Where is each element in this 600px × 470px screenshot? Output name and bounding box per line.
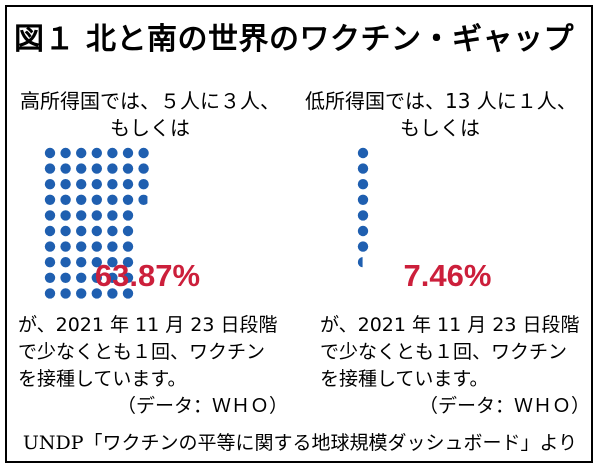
waffle-dot <box>44 288 56 299</box>
figure-footer-source: UNDP「ワクチンの平等に関する地球規模ダッシュボード」より <box>22 432 578 454</box>
waffle-dot <box>107 194 118 205</box>
waffle-dot <box>60 241 71 252</box>
waffle-dot <box>91 179 103 190</box>
waffle-dot <box>60 147 71 159</box>
heading-line-1: 高所得国では、５人に３人、 <box>20 89 280 113</box>
waffle-dot <box>107 163 118 174</box>
waffle-dot <box>76 147 87 159</box>
waffle-dot <box>107 241 118 252</box>
waffle-dot <box>91 163 103 174</box>
waffle-dot <box>122 194 134 205</box>
waffle-dot <box>122 179 134 190</box>
waffle-dot <box>91 194 103 205</box>
waffle-dot <box>76 288 87 299</box>
waffle-dot <box>122 257 134 268</box>
waffle-dot <box>44 179 56 190</box>
panel-high-income: 高所得国では、５人に３人、 もしくは 63.87% が、2021 年 11 月 … <box>0 0 295 470</box>
waffle-dot <box>60 257 71 268</box>
figure-frame <box>5 5 593 463</box>
waffle-chart-high-income <box>44 147 149 299</box>
waffle-dot <box>107 147 118 159</box>
panel-heading: 高所得国では、５人に３人、 もしくは <box>15 88 285 142</box>
panel-description: が、2021 年 11 月 23 日段階 で少なくとも１回、ワクチン を接種して… <box>18 312 298 420</box>
waffle-dot <box>76 257 87 268</box>
desc-line-1: が、2021 年 11 月 23 日段階 <box>320 314 580 336</box>
desc-line-3: を接種しています。 <box>18 368 187 390</box>
waffle-dot <box>44 272 56 283</box>
figure-title: 図１ 北と南の世界のワクチン・ギャップ <box>14 22 574 57</box>
waffle-dot <box>107 210 118 221</box>
waffle-dot <box>76 163 87 174</box>
waffle-dot <box>91 288 103 299</box>
waffle-dot <box>122 288 134 299</box>
waffle-dot <box>76 194 87 205</box>
waffle-dot <box>60 225 71 237</box>
waffle-dot <box>122 241 134 252</box>
waffle-dot <box>357 147 369 159</box>
waffle-dot <box>76 272 87 283</box>
waffle-dot <box>107 179 118 190</box>
heading-line-2: もしくは <box>110 116 190 140</box>
waffle-dot <box>91 241 103 252</box>
waffle-dot <box>107 272 118 283</box>
waffle-dot <box>122 147 134 159</box>
waffle-dot <box>357 179 369 190</box>
desc-line-2: で少なくとも１回、ワクチン <box>18 341 266 363</box>
waffle-dot <box>122 225 134 237</box>
waffle-dot <box>138 163 149 174</box>
waffle-dot <box>91 210 103 221</box>
waffle-dot <box>76 225 87 237</box>
data-source: （データ：ＷＨＯ） <box>116 395 288 417</box>
waffle-chart-low-income <box>357 147 369 268</box>
data-source: （データ：ＷＨＯ） <box>418 395 590 417</box>
percent-label: 7.46% <box>403 258 492 293</box>
waffle-dot <box>60 163 71 174</box>
waffle-dot <box>60 194 71 205</box>
waffle-dot <box>357 163 369 174</box>
desc-line-1: が、2021 年 11 月 23 日段階 <box>18 314 278 336</box>
waffle-dot <box>138 147 149 159</box>
waffle-dot <box>357 241 369 252</box>
heading-line-2: もしくは <box>400 116 480 140</box>
waffle-dot <box>76 210 87 221</box>
waffle-dot-partial <box>138 194 148 205</box>
waffle-dot <box>91 225 103 237</box>
waffle-dot <box>44 210 56 221</box>
waffle-dot <box>107 257 118 268</box>
panel-description: が、2021 年 11 月 23 日段階 で少なくとも１回、ワクチン を接種して… <box>320 312 600 420</box>
panel-heading: 低所得国では、13 人に１人、 もしくは <box>305 88 577 142</box>
waffle-dot-partial <box>357 257 363 268</box>
waffle-dot <box>44 163 56 174</box>
waffle-dot <box>44 225 56 237</box>
waffle-dot <box>91 147 103 159</box>
waffle-dot <box>357 210 369 221</box>
waffle-dot <box>107 288 118 299</box>
waffle-dot <box>60 272 71 283</box>
waffle-dot <box>44 147 56 159</box>
desc-line-3: を接種しています。 <box>320 368 489 390</box>
waffle-dot <box>60 288 71 299</box>
waffle-dot <box>91 257 103 268</box>
waffle-dot <box>44 194 56 205</box>
waffle-dot <box>76 179 87 190</box>
waffle-dot <box>60 210 71 221</box>
percent-label: 63.87% <box>94 258 201 293</box>
waffle-dot <box>122 272 134 283</box>
desc-line-2: で少なくとも１回、ワクチン <box>320 341 568 363</box>
waffle-dot <box>60 179 71 190</box>
waffle-dot <box>107 225 118 237</box>
panel-low-income: 低所得国では、13 人に１人、 もしくは 7.46% が、2021 年 11 月… <box>300 0 595 470</box>
waffle-dot <box>122 163 134 174</box>
waffle-dot <box>76 241 87 252</box>
heading-line-1: 低所得国では、13 人に１人、 <box>305 89 577 113</box>
waffle-dot <box>357 194 369 205</box>
waffle-dot <box>44 257 56 268</box>
waffle-dot <box>122 210 134 221</box>
waffle-dot <box>91 272 103 283</box>
waffle-dot <box>44 241 56 252</box>
waffle-dot <box>138 179 149 190</box>
waffle-dot <box>357 225 369 237</box>
